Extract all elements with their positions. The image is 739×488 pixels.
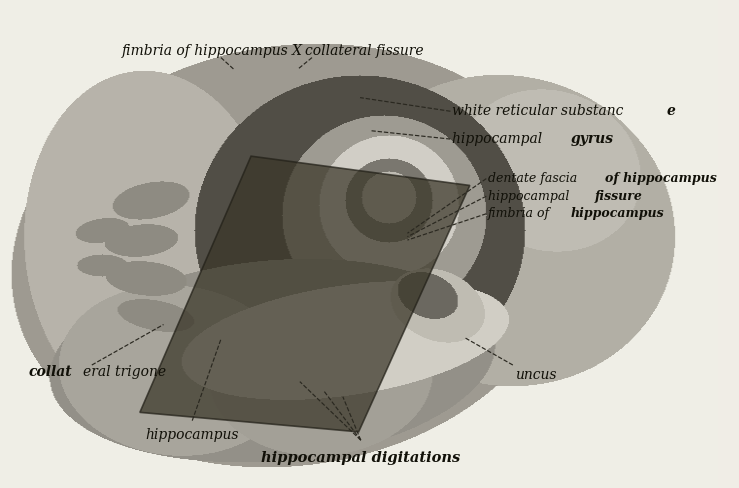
Text: eral trigone: eral trigone — [84, 365, 166, 379]
Text: fissure: fissure — [595, 190, 642, 203]
Text: hippocampal digitations: hippocampal digitations — [261, 451, 460, 465]
Polygon shape — [140, 156, 470, 432]
Text: fimbria of: fimbria of — [488, 207, 554, 220]
Text: gyrus: gyrus — [571, 132, 613, 146]
Text: dentate fascia: dentate fascia — [488, 172, 581, 185]
Text: uncus: uncus — [515, 368, 556, 382]
Text: white reticular substanc: white reticular substanc — [452, 104, 623, 118]
Text: hippocampus: hippocampus — [571, 207, 664, 220]
Text: of hippocampus: of hippocampus — [605, 172, 716, 185]
Text: e: e — [667, 104, 675, 118]
Text: collateral fissure: collateral fissure — [305, 44, 423, 58]
Text: hippocampal: hippocampal — [488, 190, 573, 203]
Text: fimbria of hippocampus X: fimbria of hippocampus X — [122, 44, 303, 58]
Text: collat: collat — [29, 365, 72, 379]
Text: hippocampal: hippocampal — [452, 132, 547, 146]
Text: hippocampus: hippocampus — [146, 428, 239, 442]
